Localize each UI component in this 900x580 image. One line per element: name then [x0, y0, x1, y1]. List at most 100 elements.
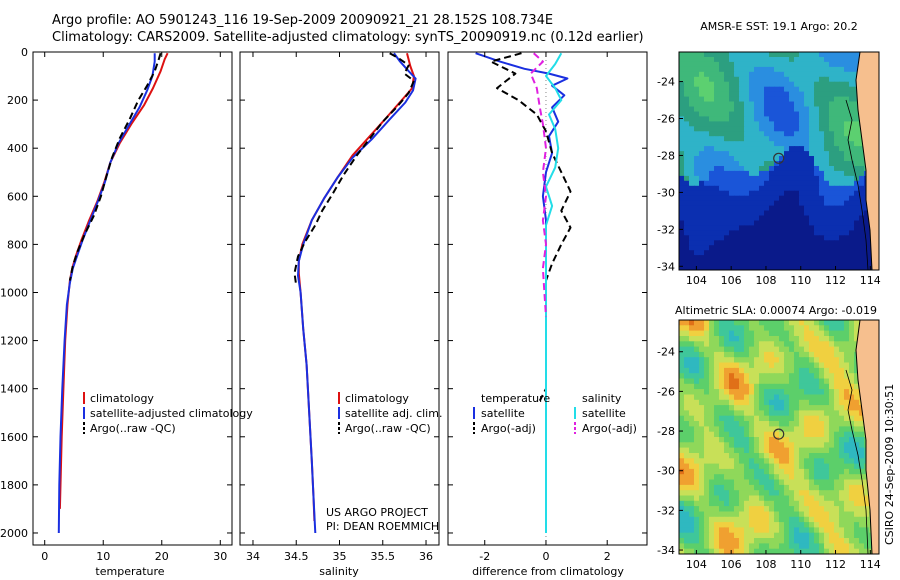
map-cell	[854, 61, 860, 68]
map-cell	[714, 151, 720, 157]
map-cell	[734, 490, 740, 497]
map-cell	[809, 399, 815, 406]
map-cell	[819, 527, 825, 534]
map-cell	[804, 516, 810, 523]
map-cell	[754, 200, 760, 207]
map-cell	[684, 265, 690, 270]
map-cell	[704, 538, 710, 544]
map-cell	[749, 81, 755, 88]
map-cell	[854, 453, 860, 459]
map-cell	[704, 260, 710, 266]
map-cell	[709, 156, 715, 162]
map-cell	[724, 190, 730, 197]
map-cell	[729, 437, 735, 443]
map-cell	[749, 255, 755, 261]
map-cell	[679, 235, 685, 241]
map-cell	[689, 437, 695, 443]
map-cell	[754, 548, 760, 554]
map-cell	[839, 543, 845, 550]
map-cell	[754, 57, 760, 63]
map-cell	[774, 373, 780, 380]
map-cell	[834, 474, 840, 481]
map-cell	[804, 185, 810, 192]
map-cell	[724, 389, 730, 395]
map-cell	[694, 399, 700, 406]
map-cell	[844, 131, 850, 137]
map-cell	[699, 336, 705, 342]
map-cell	[689, 81, 695, 88]
map-cell	[704, 410, 710, 417]
map-cell	[784, 325, 790, 332]
map-cell	[849, 71, 855, 78]
map-cell	[834, 185, 840, 192]
map-cell	[789, 230, 795, 236]
map-cell	[694, 506, 700, 512]
map-cell	[709, 185, 715, 192]
map-cell	[834, 205, 840, 212]
map-cell	[704, 458, 710, 465]
map-cell	[799, 458, 805, 465]
map-cell	[829, 351, 835, 358]
map-cell	[764, 479, 770, 486]
map-cell	[859, 195, 865, 202]
map-cell	[679, 367, 685, 374]
map-cell	[734, 71, 740, 78]
map-cell	[814, 185, 820, 192]
map-cell	[809, 260, 815, 266]
map-cell	[799, 426, 805, 433]
map-cell	[804, 351, 810, 358]
map-cell	[814, 527, 820, 534]
map-cell	[739, 405, 745, 411]
map-cell	[699, 367, 705, 374]
map-cell	[714, 250, 720, 256]
map-cell	[689, 141, 695, 147]
map-cell	[784, 468, 790, 475]
map-cell	[749, 101, 755, 108]
map-cell	[804, 511, 810, 518]
map-cell	[809, 151, 815, 157]
map-cell	[794, 330, 800, 337]
map-cell	[819, 91, 825, 98]
map-cell	[779, 373, 785, 380]
map-cell	[749, 506, 755, 512]
map-cell	[834, 447, 840, 454]
map-cell	[699, 330, 705, 337]
map-cell	[759, 170, 765, 177]
map-cell	[799, 185, 805, 192]
map-cell	[764, 511, 770, 518]
map-cell	[789, 146, 795, 152]
map-cell	[829, 76, 835, 83]
map-cell	[699, 341, 705, 348]
map-cell	[809, 495, 815, 502]
map-cell	[849, 421, 855, 427]
map-cell	[679, 426, 685, 433]
map-cell	[809, 235, 815, 241]
map-cell	[759, 175, 765, 182]
map-cell	[724, 195, 730, 202]
map-cell	[734, 175, 740, 182]
map-cell	[684, 378, 690, 385]
map-cell	[799, 468, 805, 475]
map-cell	[839, 265, 845, 270]
map-cell	[859, 410, 865, 417]
map-cell	[794, 126, 800, 132]
map-cell	[679, 378, 685, 385]
map-cell	[779, 156, 785, 162]
map-cell	[824, 180, 830, 187]
map-cell	[714, 357, 720, 364]
map-cell	[759, 96, 765, 103]
map-cell	[729, 235, 735, 241]
map-cell	[694, 389, 700, 395]
map-cell	[749, 170, 755, 177]
map-cell	[809, 548, 815, 554]
map-cell	[799, 522, 805, 528]
map-cell	[759, 52, 765, 58]
map-cell	[814, 141, 820, 147]
legend-satellite-adj: satellite adj. clim.	[345, 407, 442, 420]
map-cell	[774, 190, 780, 197]
map-cell	[819, 71, 825, 78]
map-cell	[854, 437, 860, 443]
map-cell	[819, 225, 825, 231]
map-cell	[769, 111, 775, 118]
map-cell	[804, 71, 810, 78]
